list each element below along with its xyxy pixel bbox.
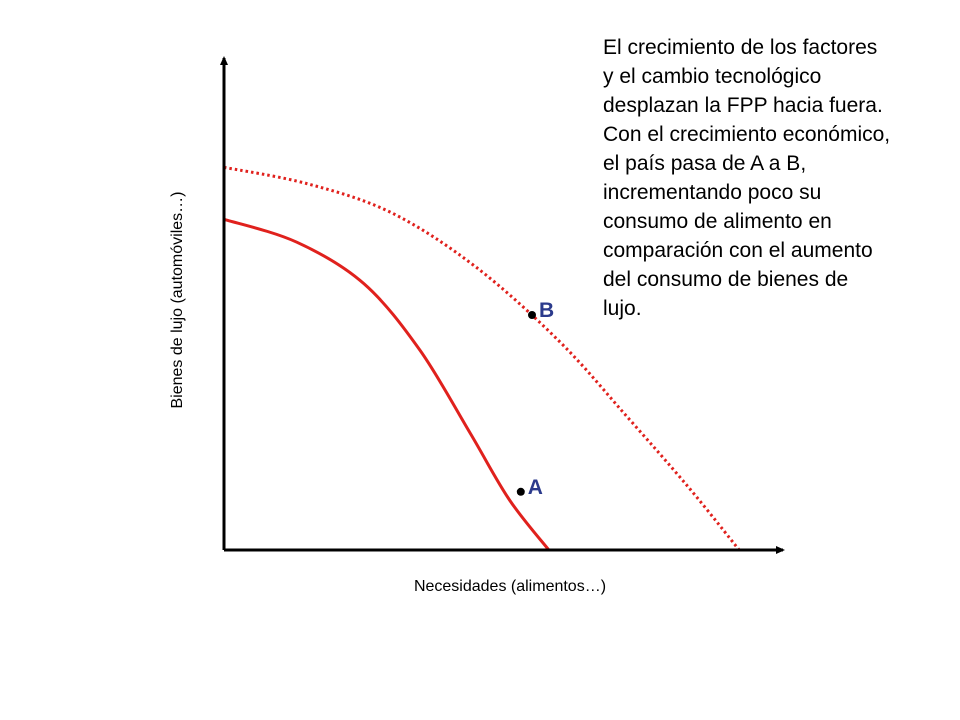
point-layer: AB <box>516 299 554 499</box>
point-b-marker <box>528 311 536 319</box>
annotation-text: El crecimiento de los factores y el camb… <box>603 36 891 320</box>
point-a-label: A <box>528 476 543 499</box>
point-b-label: B <box>539 299 554 322</box>
y-axis-label: Bienes de lujo (automóviles…) <box>169 192 186 409</box>
ppf-curve-new <box>223 165 741 551</box>
point-a-marker <box>516 487 525 496</box>
x-axis-label: Necesidades (alimentos…) <box>414 578 606 595</box>
curve-layer <box>223 165 741 551</box>
ppf-curve-original <box>223 217 550 551</box>
